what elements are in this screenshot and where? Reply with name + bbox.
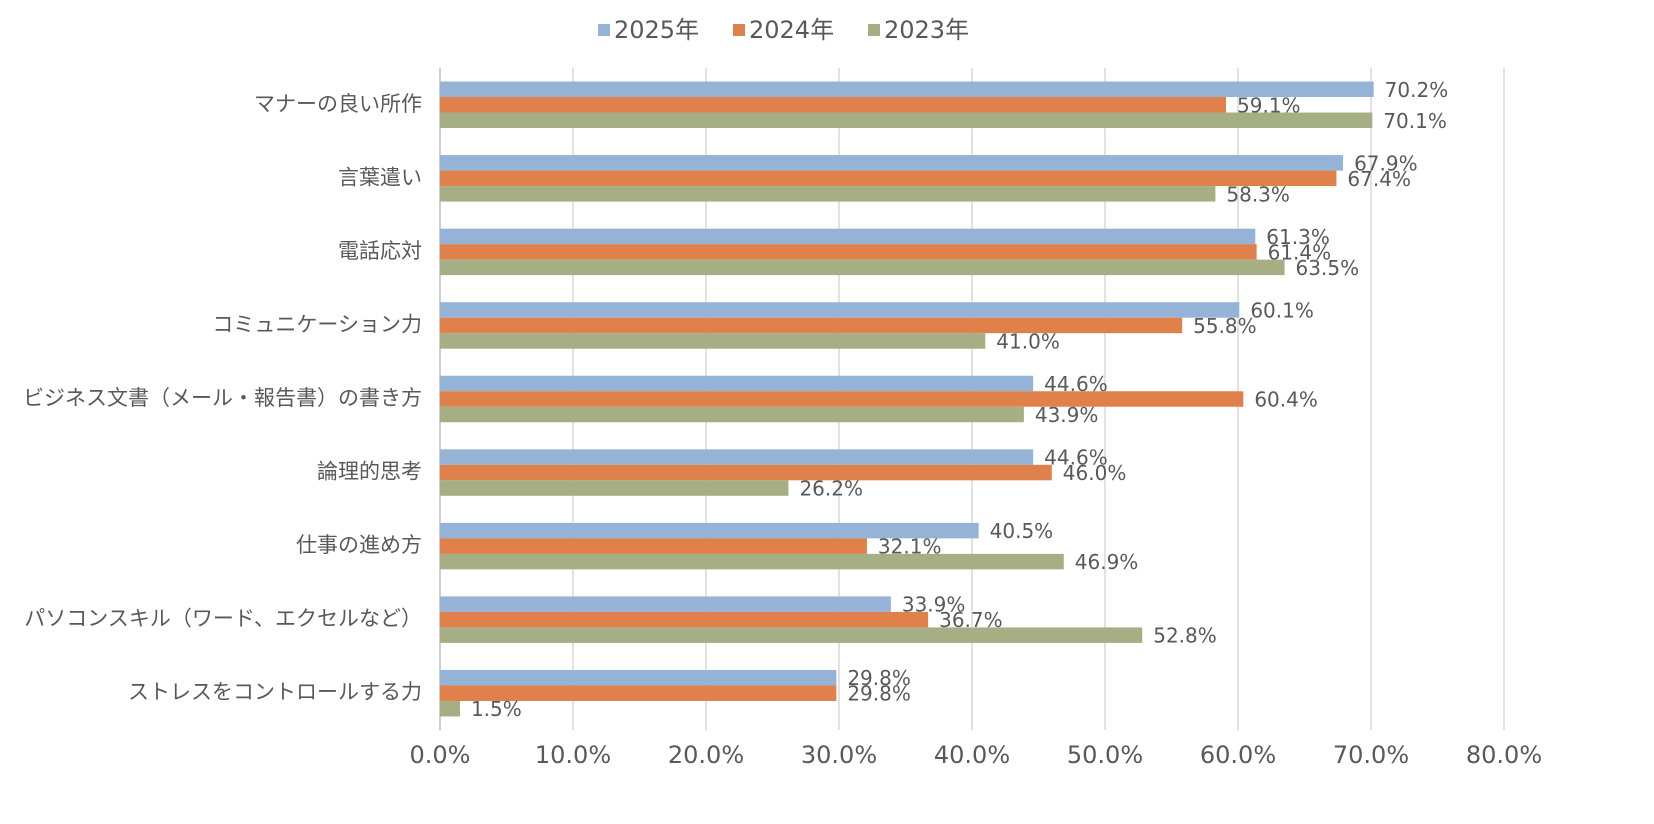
bar: [440, 522, 979, 539]
bar: [440, 259, 1285, 276]
bar: [440, 317, 1183, 334]
bar: [440, 538, 867, 554]
y-tick-label: コミュニケーション力: [212, 312, 422, 336]
x-tick-label: 50.0%: [1067, 741, 1143, 769]
bar: [440, 112, 1373, 129]
legend-label: 2025年: [614, 16, 699, 44]
y-tick-label: 論理的思考: [317, 460, 422, 484]
value-label: 60.4%: [1254, 388, 1318, 412]
value-label: 26.2%: [799, 477, 863, 501]
value-label: 46.0%: [1063, 461, 1127, 485]
bar: [440, 97, 1227, 113]
y-tick-label: パソコンスキル（ワード、エクセルなど）: [24, 607, 422, 631]
y-tick-label: マナーの良い所作: [254, 92, 422, 116]
bar: [440, 596, 891, 612]
value-label: 67.4%: [1347, 167, 1411, 191]
x-tick-label: 40.0%: [934, 741, 1010, 769]
legend-swatch: [868, 24, 880, 36]
value-label: 70.2%: [1385, 78, 1449, 102]
legend-swatch: [733, 24, 745, 36]
x-tick-label: 80.0%: [1466, 741, 1542, 769]
value-label: 46.9%: [1075, 550, 1139, 574]
bar: [440, 406, 1024, 423]
y-tick-label: ビジネス文書（メール・報告書）の書き方: [23, 386, 422, 410]
value-label: 44.6%: [1044, 446, 1108, 470]
bar: [440, 375, 1034, 392]
value-label: 1.5%: [471, 697, 522, 721]
x-tick-label: 70.0%: [1333, 741, 1409, 769]
bar: [440, 302, 1240, 318]
value-label: 55.8%: [1193, 314, 1257, 338]
y-tick-label: 言葉遣い: [338, 165, 422, 189]
bar: [440, 627, 1143, 643]
bar: [440, 333, 986, 349]
legend-label: 2024年: [749, 16, 834, 44]
bar: [440, 170, 1337, 187]
x-tick-label: 60.0%: [1200, 741, 1276, 769]
bar: [440, 480, 789, 496]
y-tick-label: 電話応対: [338, 239, 422, 263]
bar: [440, 155, 1344, 171]
value-label: 29.8%: [847, 682, 911, 706]
legend-label: 2023年: [884, 16, 969, 44]
bar: [440, 464, 1052, 481]
bar: [440, 228, 1256, 245]
bar: [440, 611, 929, 628]
bar: [440, 685, 837, 701]
bar: [440, 449, 1034, 465]
value-label: 60.1%: [1250, 298, 1314, 322]
bar: [440, 700, 460, 717]
bar: [440, 669, 837, 686]
bar: [440, 391, 1244, 407]
x-tick-label: 10.0%: [535, 741, 611, 769]
bar: [440, 553, 1064, 570]
value-label: 67.9%: [1354, 151, 1418, 175]
value-label: 43.9%: [1035, 403, 1099, 427]
x-tick-label: 0.0%: [410, 741, 471, 769]
value-label: 41.0%: [996, 329, 1060, 353]
bar: [440, 244, 1257, 260]
value-label: 63.5%: [1296, 256, 1360, 280]
bar: [440, 81, 1374, 98]
y-tick-label: 仕事の進め方: [296, 533, 422, 557]
value-label: 70.1%: [1383, 109, 1447, 133]
legend-swatch: [598, 24, 610, 36]
x-tick-label: 20.0%: [668, 741, 744, 769]
value-label: 61.3%: [1266, 225, 1330, 249]
value-label: 58.3%: [1226, 182, 1290, 206]
x-tick-label: 30.0%: [801, 741, 877, 769]
value-label: 40.5%: [990, 519, 1054, 543]
y-tick-label: ストレスをコントロールする力: [128, 680, 422, 704]
bar: [440, 186, 1216, 202]
value-label: 29.8%: [847, 666, 911, 690]
value-label: 52.8%: [1153, 624, 1217, 648]
